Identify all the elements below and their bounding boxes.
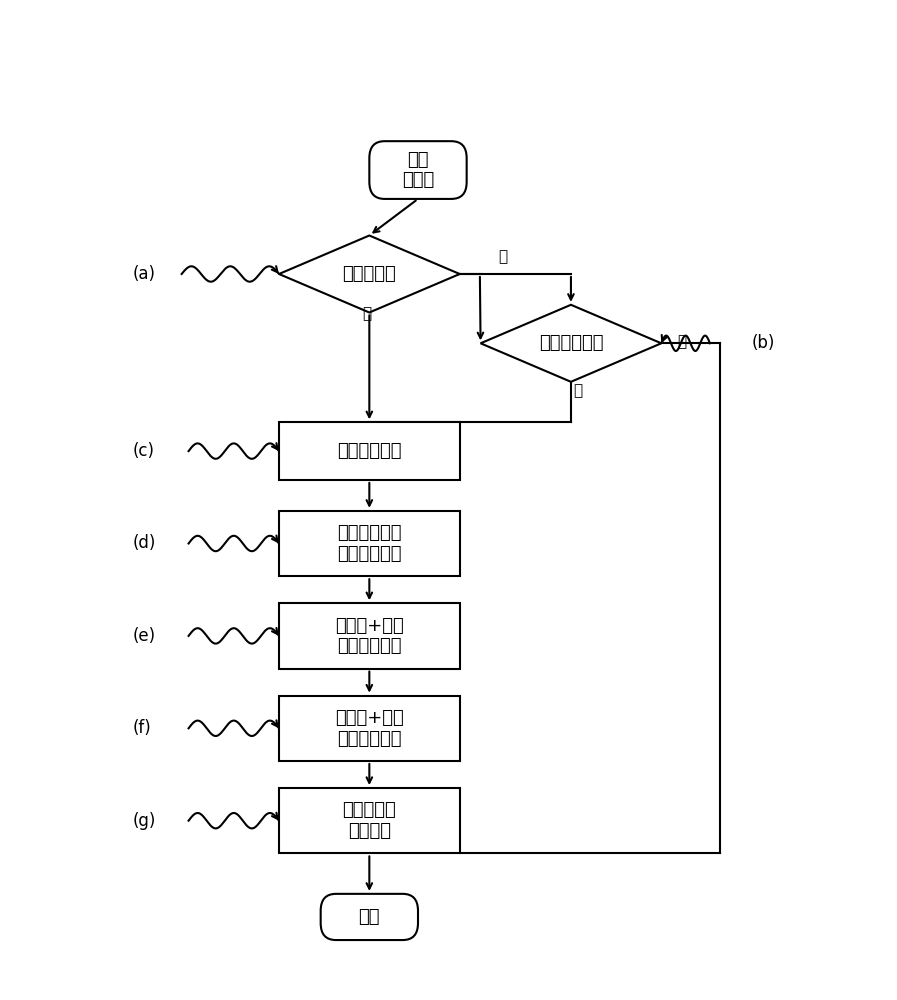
Text: 已经初始化: 已经初始化 bbox=[343, 265, 396, 283]
Polygon shape bbox=[481, 305, 661, 382]
Text: 密钥加密及
分散保护: 密钥加密及 分散保护 bbox=[343, 801, 396, 840]
Text: 读取终端信息: 读取终端信息 bbox=[337, 442, 402, 460]
Text: 结束: 结束 bbox=[359, 908, 380, 926]
Text: 否: 否 bbox=[362, 307, 371, 322]
Bar bbox=[279, 422, 459, 480]
FancyBboxPatch shape bbox=[320, 894, 418, 940]
Text: (g): (g) bbox=[133, 812, 156, 830]
Text: (d): (d) bbox=[133, 534, 156, 552]
Bar bbox=[279, 788, 459, 853]
Text: 终端环境变化: 终端环境变化 bbox=[539, 334, 603, 352]
Text: 主密钥+规则
产生存储密钥: 主密钥+规则 产生存储密钥 bbox=[335, 709, 404, 748]
Bar bbox=[279, 603, 459, 669]
Text: (a): (a) bbox=[133, 265, 156, 283]
Text: 恢复主密钥并
产生随机规则: 恢复主密钥并 产生随机规则 bbox=[337, 524, 402, 563]
Polygon shape bbox=[279, 235, 459, 312]
Bar bbox=[279, 696, 459, 761]
Text: 是: 是 bbox=[573, 384, 582, 399]
Text: (e): (e) bbox=[133, 627, 156, 645]
Text: (b): (b) bbox=[752, 334, 775, 352]
Text: 否: 否 bbox=[677, 334, 686, 349]
Text: 开始
个人化: 开始 个人化 bbox=[402, 151, 434, 189]
FancyBboxPatch shape bbox=[370, 141, 466, 199]
Text: 主密钥+规则
产生工作密钥: 主密钥+规则 产生工作密钥 bbox=[335, 616, 404, 655]
Text: (f): (f) bbox=[133, 719, 152, 737]
Text: 是: 是 bbox=[498, 250, 507, 265]
Text: (c): (c) bbox=[133, 442, 155, 460]
Bar bbox=[279, 511, 459, 576]
